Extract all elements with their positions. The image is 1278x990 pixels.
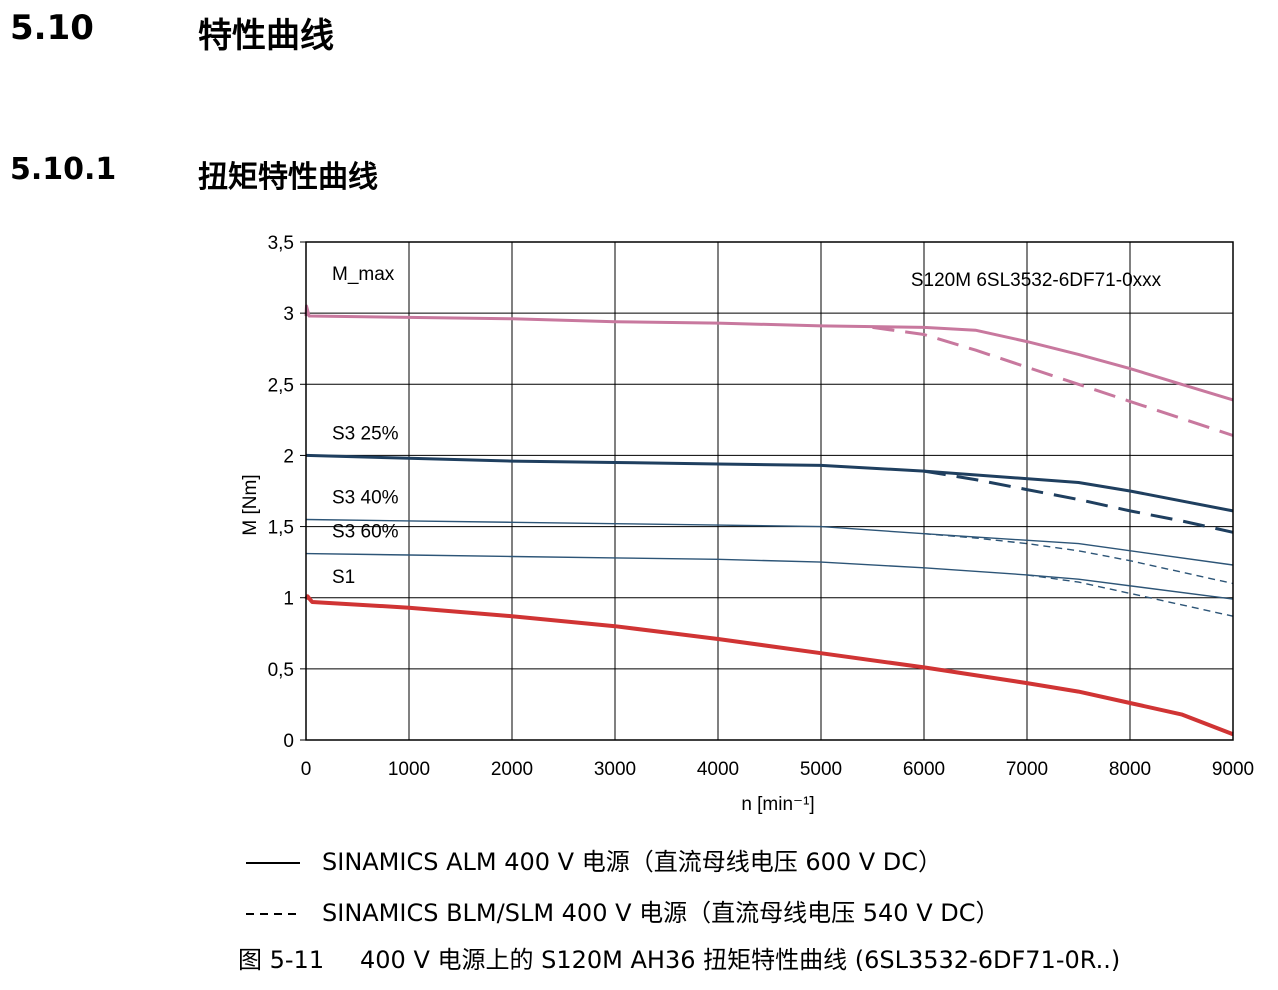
curve-label: S3 40% (332, 487, 399, 508)
section-number: 5.10 (10, 8, 94, 48)
solid-line-swatch (246, 862, 300, 864)
x-tick-label: 6000 (903, 759, 945, 780)
series-line (305, 552, 1234, 600)
y-tick-label: 3 (283, 304, 294, 325)
curve-label: M_max (332, 264, 395, 285)
series-lines (304, 304, 1234, 737)
y-tick-label: 2,5 (268, 375, 294, 396)
caption-text: 400 V 电源上的 S120M AH36 扭矩特性曲线 (6SL3532-6D… (360, 946, 1121, 974)
x-tick-label: 5000 (800, 759, 842, 780)
y-tick-label: 1,5 (268, 518, 294, 539)
series-line-dashed (923, 469, 1234, 534)
series-line-dashed (923, 533, 1234, 585)
x-tick-label: 9000 (1212, 759, 1254, 780)
subsection-title: 扭矩特性曲线 (198, 160, 378, 195)
model-label: S120M 6SL3532-6DF71-0xxx (911, 270, 1162, 291)
y-tick-label: 0,5 (268, 660, 294, 681)
plot-frame (305, 241, 1234, 741)
y-axis-title: M [Nm] (240, 474, 261, 535)
series-line (304, 304, 1234, 402)
x-tick-label: 3000 (594, 759, 636, 780)
y-tick-label: 2 (283, 446, 294, 467)
x-tick-label: 7000 (1006, 759, 1048, 780)
series-line (305, 518, 1234, 566)
curve-label: S3 60% (332, 522, 399, 543)
y-tick-label: 3,5 (268, 233, 294, 254)
legend-dashed-label: SINAMICS BLM/SLM 400 V 电源（直流母线电压 540 V D… (322, 899, 1000, 927)
x-tick-label: 0 (301, 759, 312, 780)
section-title: 特性曲线 (198, 16, 334, 56)
curve-label: S1 (332, 567, 355, 588)
legend-dashed: SINAMICS BLM/SLM 400 V 电源（直流母线电压 540 V D… (246, 893, 1000, 928)
subsection-number: 5.10.1 (10, 152, 117, 187)
legend-solid: SINAMICS ALM 400 V 电源（直流母线电压 600 V DC） (246, 842, 942, 877)
curve-label: S3 25% (332, 423, 399, 444)
torque-chart: 0 1000 2000 3000 4000 5000 6000 7000 8000 9000 0 0,… (240, 233, 1255, 815)
series-line-dashed (872, 325, 1234, 437)
series-line (305, 453, 1234, 513)
tick-labels: 0 1000 2000 3000 4000 5000 6000 7000 8000 9000 0 0,… (268, 233, 1255, 780)
dashed-line-swatch (246, 913, 300, 915)
y-tick-label: 0 (283, 731, 294, 752)
x-tick-label: 8000 (1109, 759, 1151, 780)
curve-labels: M_max S3 25% S3 40% S3 60% S1 (332, 264, 399, 588)
x-axis-title: n [min⁻¹] (741, 794, 814, 815)
x-tick-label: 4000 (697, 759, 739, 780)
figure-caption: 图 5-11 400 V 电源上的 S120M AH36 扭矩特性曲线 (6SL3… (238, 940, 1120, 975)
legend-solid-label: SINAMICS ALM 400 V 电源（直流母线电压 600 V DC） (322, 848, 943, 876)
x-tick-label: 1000 (388, 759, 430, 780)
x-tick-label: 2000 (491, 759, 533, 780)
y-tick-label: 1 (283, 589, 294, 610)
caption-number: 图 5-11 (238, 946, 325, 974)
series-line (304, 594, 1234, 737)
